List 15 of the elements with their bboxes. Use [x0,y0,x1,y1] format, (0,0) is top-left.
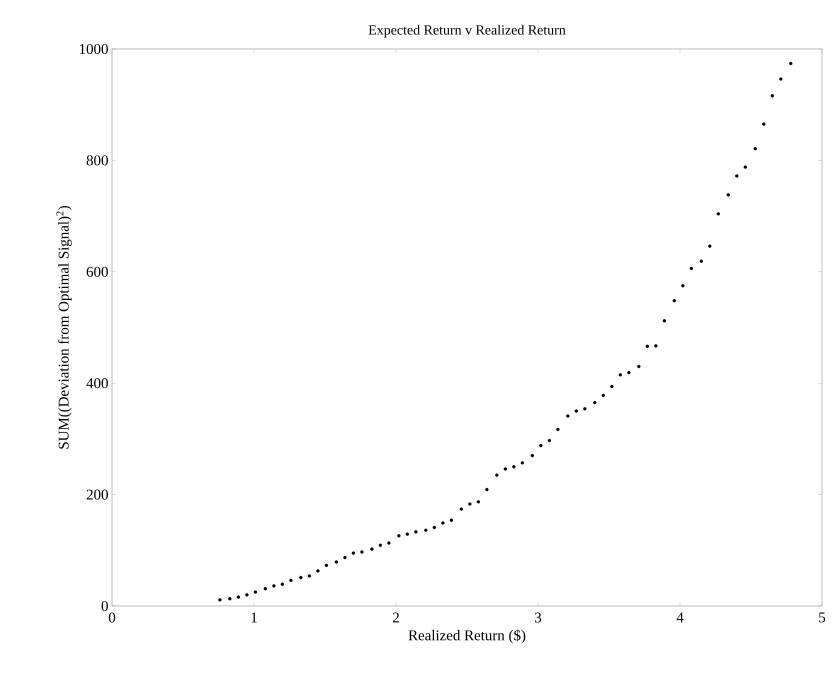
y-tick-label: 200 [86,490,108,500]
x-tick-label: 3 [534,612,542,623]
x-tick-label: 2 [392,612,399,622]
y-tick-label: 400 [86,378,108,388]
x-tick-label: 0 [108,612,116,623]
y-tick-label: 600 [86,266,108,277]
y-tick-label: 1000 [80,44,108,54]
y-axis-title: SUM((Deviation from Optimal Signal)$^{2}$) [56,206,72,449]
y-tick-label: 0 [102,600,108,612]
x-tick-label: 1 [252,612,257,622]
x-tick-label: 4 [676,612,684,622]
chart-title: Expected Return v Realized Return [368,24,566,38]
x-axis-title: Realized Return ($) [408,629,526,644]
x-tick-label: 5 [819,612,826,622]
y-tick-label: 800 [86,155,108,166]
